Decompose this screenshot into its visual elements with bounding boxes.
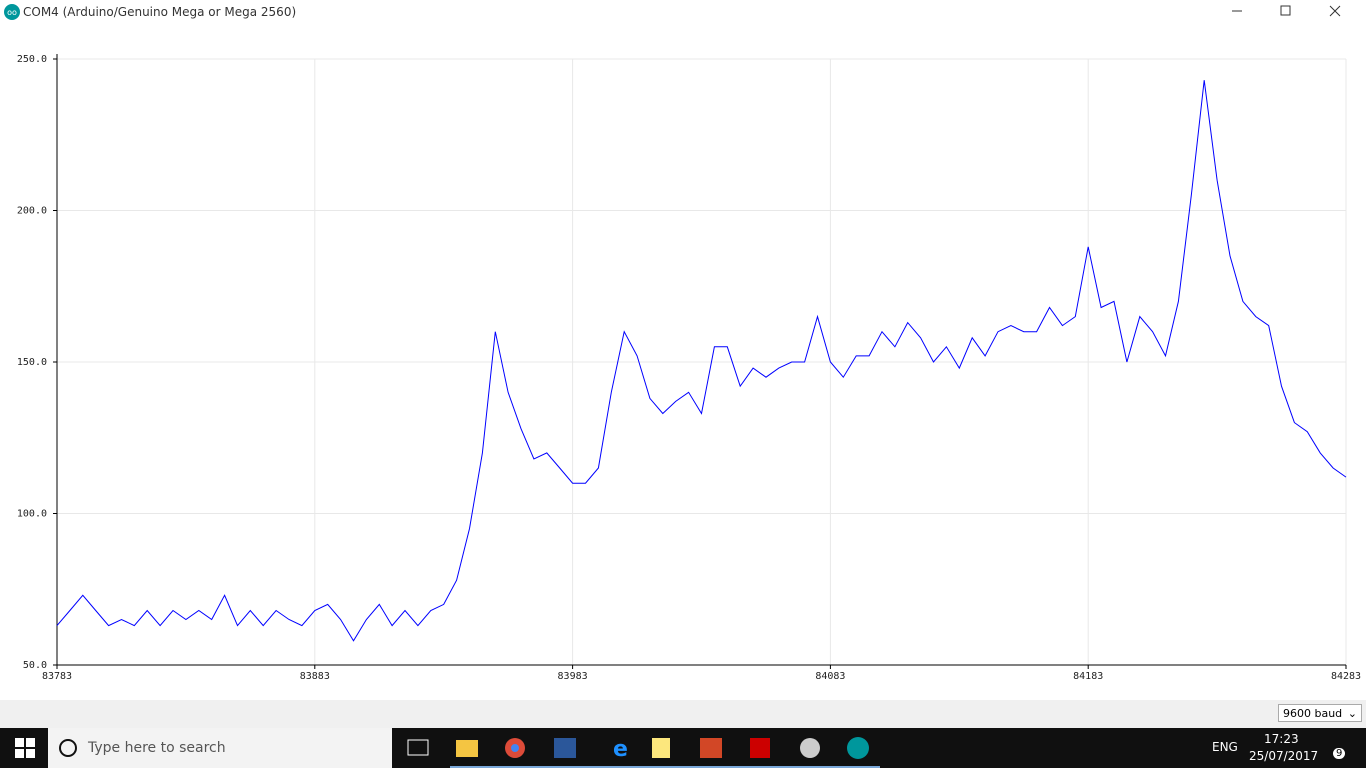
x-tick-label: 83983 <box>558 671 588 682</box>
clock-date[interactable]: 25/07/2017 <box>1249 749 1319 763</box>
y-tick-label: 150.0 <box>17 357 47 368</box>
y-tick-label: 100.0 <box>17 509 47 520</box>
baud-rate: 9600 baud <box>1283 707 1343 720</box>
svg-text:e: e <box>613 737 628 762</box>
svg-text:oo: oo <box>7 8 17 17</box>
x-tick-label: 83783 <box>42 671 72 682</box>
x-tick-label: 83883 <box>300 671 330 682</box>
data-line <box>56 80 1347 642</box>
window-controls[interactable] <box>1226 0 1366 24</box>
taskbar-apps[interactable]: e <box>400 728 880 768</box>
search-box[interactable]: Type here to search <box>48 728 392 768</box>
title-bar: oo COM4 (Arduino/Genuino Mega or Mega 25… <box>0 0 1366 24</box>
notification-badge[interactable]: 9 <box>1333 748 1346 759</box>
search-icon <box>59 739 77 757</box>
window-title: COM4 (Arduino/Genuino Mega or Mega 2560) <box>23 5 297 19</box>
plot: 50.0 100.0 150.0 200.0 250.0 83783 83883 83983 8… <box>17 54 1361 682</box>
status-bar: 9600 baud ⌄ <box>0 700 1366 728</box>
x-tick-label: 84283 <box>1331 671 1361 682</box>
y-tick-label: 200.0 <box>17 206 47 217</box>
taskbar: Type here to search e ENG 17:23 25/07/20… <box>0 728 1366 768</box>
x-tick-label: 84083 <box>815 671 845 682</box>
app-icon: oo <box>4 4 20 20</box>
y-tick-label: 250.0 <box>17 54 47 65</box>
language[interactable]: ENG <box>1212 740 1238 754</box>
x-tick-label: 84183 <box>1073 671 1103 682</box>
y-tick-label: 50.0 <box>23 660 47 671</box>
clock-time[interactable]: 17:23 <box>1264 732 1299 746</box>
baud-select[interactable]: 9600 baud ⌄ <box>1278 704 1362 722</box>
search-placeholder: Type here to search <box>88 740 226 756</box>
start-button[interactable] <box>15 738 35 758</box>
